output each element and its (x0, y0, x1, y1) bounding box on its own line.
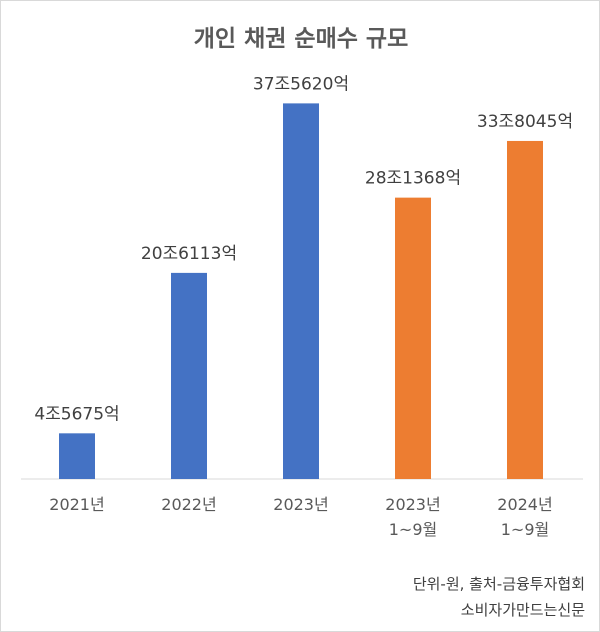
x-tick-label-4-line2: 1~9월 (389, 520, 438, 539)
x-tick-label-5: 2024년 (497, 495, 552, 514)
bar-3 (283, 103, 319, 479)
data-label-5: 33조8045억 (477, 112, 573, 132)
chart-title: 개인 채권 순매수 규모 (193, 26, 409, 52)
x-tick-label-1: 2021년 (49, 495, 104, 514)
data-label-4: 28조1368억 (365, 169, 461, 189)
bar-2 (171, 272, 207, 479)
unit-source-note: 단위-원, 출처-금융투자협회 (412, 575, 585, 593)
bar-5 (507, 140, 543, 479)
data-label-2: 20조6113억 (141, 244, 237, 264)
x-tick-label-4: 2023년 (385, 495, 440, 514)
data-label-1: 4조5675억 (34, 404, 119, 424)
x-tick-label-3: 2023년 (273, 495, 328, 514)
x-tick-label-2: 2022년 (161, 495, 216, 514)
x-tick-label-5-line2: 1~9월 (501, 520, 550, 539)
bar-4 (395, 197, 431, 479)
bar-1 (59, 433, 95, 479)
data-label-3: 37조5620억 (253, 74, 349, 94)
publisher-credit: 소비자가만드는신문 (460, 601, 585, 619)
